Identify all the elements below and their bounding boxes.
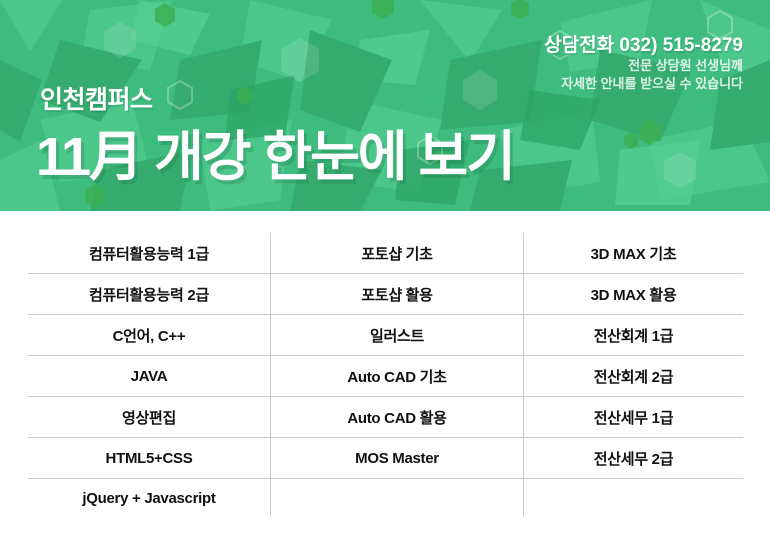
course-cell: 전산세무 2급 (593, 450, 674, 468)
table-row: 컴퓨터활용능력 2급 포토샵 활용 3D MAX 활용 (28, 274, 743, 315)
table-row: 영상편집 Auto CAD 활용 전산세무 1급 (28, 397, 743, 438)
course-cell: jQuery + Javascript (82, 489, 216, 507)
consult-info: 전문 상담원 선생님께 자세한 안내를 받으실 수 있습니다 (561, 57, 743, 93)
course-cell: 3D MAX 활용 (590, 286, 677, 304)
course-cell: 컴퓨터활용능력 1급 (89, 245, 209, 263)
header-pattern (0, 0, 770, 211)
table-row: HTML5+CSS MOS Master 전산세무 2급 (28, 438, 743, 479)
course-cell: MOS Master (270, 438, 524, 478)
course-cell: HTML5+CSS (105, 449, 193, 467)
table-row: JAVA Auto CAD 기초 전산회계 2급 (28, 356, 743, 397)
course-cell: 전산회계 2급 (593, 368, 674, 386)
consult-info-line2: 자세한 안내를 받으실 수 있습니다 (561, 76, 743, 91)
table-row: C언어, C++ 일러스트 전산회계 1급 (28, 315, 743, 356)
course-cell: JAVA (130, 367, 168, 385)
course-cell: 전산회계 1급 (593, 327, 674, 345)
course-cell: Auto CAD 활용 (270, 397, 524, 437)
course-cell: Auto CAD 기초 (270, 356, 524, 396)
consult-info-line1: 전문 상담원 선생님께 (628, 58, 743, 73)
course-cell: 일러스트 (270, 315, 524, 355)
page-title: 11月 개강 한눈에 보기 (36, 127, 516, 187)
course-table: 컴퓨터활용능력 1급 포토샵 기초 3D MAX 기초 컴퓨터활용능력 2급 포… (28, 233, 743, 517)
campus-label: 인천캠퍼스 (40, 86, 153, 114)
course-cell (524, 479, 743, 517)
table-row: 컴퓨터활용능력 1급 포토샵 기초 3D MAX 기초 (28, 233, 743, 274)
header-banner: 인천캠퍼스 11月 개강 한눈에 보기 상담전화 032) 515-8279 전… (0, 0, 770, 211)
course-cell: 3D MAX 기초 (590, 245, 677, 263)
course-cell: 컴퓨터활용능력 2급 (89, 286, 209, 304)
table-row: jQuery + Javascript (28, 479, 743, 517)
course-cell: 영상편집 (121, 409, 176, 427)
course-cell (270, 479, 524, 517)
course-cell: C언어, C++ (112, 327, 186, 345)
phone-number: 상담전화 032) 515-8279 (544, 35, 743, 56)
course-cell: 포토샵 기초 (270, 233, 524, 273)
course-cell: 포토샵 활용 (270, 274, 524, 314)
course-cell: 전산세무 1급 (593, 409, 674, 427)
